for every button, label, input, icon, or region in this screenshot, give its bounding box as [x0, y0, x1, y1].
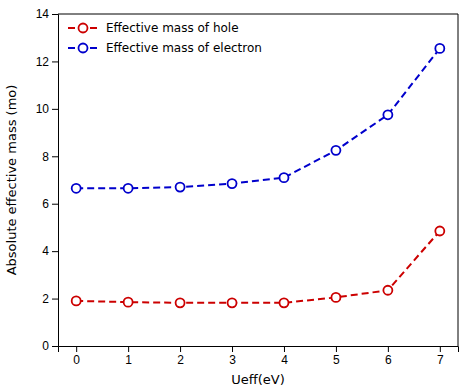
plot-area: 0123456702468101214Effective mass of hol…	[36, 7, 459, 366]
chart: 0123456702468101214Effective mass of hol…	[0, 0, 474, 392]
marker	[228, 298, 237, 307]
tick-mark	[52, 14, 58, 15]
marker	[176, 183, 185, 192]
x-axis: 0 1 2 3 4 5 6 7	[59, 346, 459, 367]
tick-label: 3	[229, 353, 236, 367]
tick-mark	[52, 204, 58, 205]
legend: Effective mass of hole Effective mass of …	[68, 21, 262, 55]
marker	[279, 298, 288, 307]
tick-mark	[180, 346, 181, 352]
marker	[435, 226, 444, 235]
tick-mark	[284, 346, 285, 352]
tick-mark	[52, 156, 58, 157]
legend-marker	[79, 24, 88, 33]
tick: 14	[36, 7, 58, 21]
tick-label: 10	[36, 102, 50, 116]
tick: 6	[42, 197, 58, 211]
tick: 7	[437, 346, 444, 367]
tick-label: 0	[42, 339, 49, 353]
legend-item: Effective mass of hole	[68, 21, 239, 35]
legend-label: Effective mass of hole	[106, 21, 239, 35]
marker	[279, 173, 288, 182]
marker	[124, 184, 133, 193]
series-layer	[72, 44, 445, 307]
tick: 4	[42, 244, 58, 258]
tick-label: 6	[385, 353, 392, 367]
tick-label: 0	[73, 353, 80, 367]
tick: 0	[73, 346, 80, 367]
tick-label: 4	[42, 244, 49, 258]
frame	[458, 14, 459, 346]
tick-mark	[52, 109, 58, 110]
tick-label: 2	[42, 292, 49, 306]
tick-label: 6	[42, 197, 49, 211]
tick-label: 4	[281, 353, 288, 367]
tick-label: 7	[437, 353, 444, 367]
tick-mark	[52, 299, 58, 300]
tick-label: 8	[42, 150, 49, 164]
tick: 2	[42, 292, 58, 306]
marker	[176, 298, 185, 307]
axis-line	[52, 15, 59, 347]
y-axis: 0 2 4 6 8 10 12 14	[36, 7, 59, 353]
marker	[72, 296, 81, 305]
tick-mark	[52, 346, 58, 347]
tick: 2	[177, 346, 184, 367]
tick-label: 14	[36, 7, 50, 21]
tick-mark	[440, 346, 441, 352]
tick-mark	[336, 346, 337, 352]
tick-mark	[232, 346, 233, 352]
tick: 3	[229, 346, 236, 367]
line	[76, 231, 440, 303]
marker	[228, 179, 237, 188]
tick-mark	[52, 61, 58, 62]
marker	[383, 110, 392, 119]
tick: 1	[125, 346, 132, 367]
frame	[58, 14, 458, 15]
tick: 6	[385, 346, 392, 367]
tick: 0	[42, 339, 58, 353]
marker	[124, 298, 133, 307]
tick: 8	[42, 150, 58, 164]
series	[72, 226, 445, 307]
y-axis-title: Absolute effective mass (mo)	[4, 85, 19, 276]
tick-mark	[388, 346, 389, 352]
legend-label: Effective mass of electron	[106, 41, 262, 55]
tick: 4	[281, 346, 288, 367]
tick-label: 2	[177, 353, 184, 367]
tick: 5	[333, 346, 340, 367]
marker	[383, 286, 392, 295]
legend-item: Effective mass of electron	[68, 41, 262, 55]
marker	[435, 44, 444, 53]
marker	[331, 293, 340, 302]
tick-label: 1	[125, 353, 132, 367]
marker	[72, 184, 81, 193]
line	[76, 48, 440, 188]
tick: 12	[36, 55, 58, 69]
series	[72, 44, 445, 193]
axis-line	[59, 347, 459, 353]
tick-mark	[128, 346, 129, 352]
legend-marker	[79, 44, 88, 53]
tick-label: 5	[333, 353, 340, 367]
marker	[331, 146, 340, 155]
tick-label: 12	[36, 55, 50, 69]
tick-mark	[76, 346, 77, 352]
x-axis-title: Ueff(eV)	[231, 372, 285, 387]
tick: 10	[36, 102, 58, 116]
tick-mark	[52, 251, 58, 252]
